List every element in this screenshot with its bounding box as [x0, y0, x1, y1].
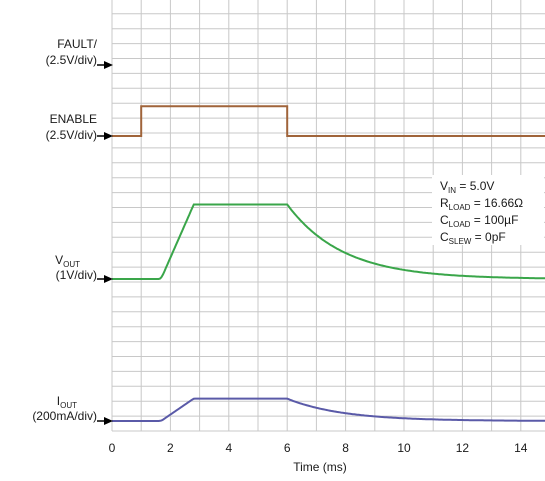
x-tick-label: 4 [225, 441, 232, 455]
enable-trace [112, 105, 545, 137]
x-tick-label: 14 [514, 441, 528, 455]
enable-marker-arrow [104, 132, 113, 140]
vout-trace [112, 203, 545, 280]
settings-box [432, 175, 544, 245]
fault-marker-arrow [104, 61, 113, 69]
traces [112, 105, 545, 422]
x-tick-label: 0 [109, 441, 116, 455]
enable-scale: (2.5V/div) [46, 128, 97, 142]
fault-label: FAULT/ [57, 37, 97, 51]
x-tick-labels: 0 2 4 6 8 10 12 14 [109, 441, 528, 455]
channel-markers [97, 61, 113, 425]
x-tick-label: 12 [456, 441, 470, 455]
x-axis-label: Time (ms) [293, 460, 347, 474]
vout-scale: (1V/div) [56, 268, 97, 282]
x-tick-label: 6 [284, 441, 291, 455]
annotation-cslew: CSLEW = 0pF [440, 230, 506, 246]
vout-marker-arrow [104, 275, 113, 283]
x-tick-label: 10 [397, 441, 411, 455]
iout-scale: (200mA/div) [32, 409, 97, 423]
enable-label: ENABLE [50, 112, 97, 126]
x-tick-label: 2 [167, 441, 174, 455]
iout-label: IOUT [57, 394, 77, 410]
annotation-cload: CLOAD = 100µF [440, 213, 518, 229]
fault-scale: (2.5V/div) [46, 53, 97, 67]
annotation-rload: RLOAD = 16.66Ω [440, 196, 523, 212]
x-tick-label: 8 [342, 441, 349, 455]
annotation-vin: VIN = 5.0V [440, 179, 494, 195]
iout-marker-arrow [104, 417, 113, 425]
iout-trace [112, 397, 545, 422]
vout-label: VOUT [55, 253, 80, 269]
